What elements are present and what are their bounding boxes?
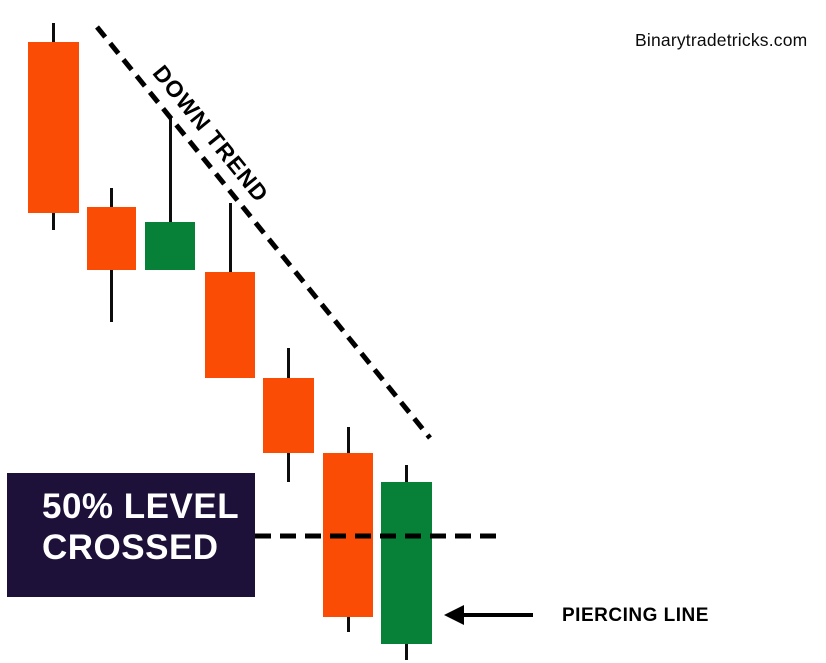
level-box-line1: 50% LEVEL [42, 487, 240, 526]
piercing-line-label: PIERCING LINE [562, 605, 709, 626]
candle-body-bearish [87, 207, 136, 270]
candle-body-bearish [263, 378, 314, 453]
candle-body-bearish [323, 453, 373, 617]
candle-body-bearish [28, 42, 79, 213]
candle-body-bullish [145, 222, 195, 270]
website-watermark: Binarytradetricks.com [635, 30, 808, 50]
candle-body-bullish [381, 482, 432, 644]
candle-body-bearish [205, 272, 255, 378]
fifty-percent-level-box: 50% LEVEL CROSSED [7, 473, 255, 597]
level-box-line2: CROSSED [42, 528, 219, 567]
